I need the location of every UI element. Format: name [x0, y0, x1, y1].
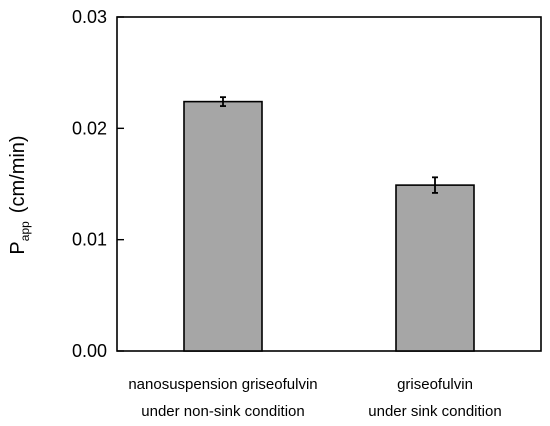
- y-tick-label-2: 0.02: [72, 118, 107, 138]
- category-label-1-line-1: under sink condition: [368, 403, 501, 420]
- y-axis-label: Papp (cm/min): [7, 135, 32, 254]
- plot-border: [116, 16, 542, 352]
- y-tick-label-0: 0.00: [72, 341, 107, 361]
- category-label-1-line-0: griseofulvin: [397, 376, 473, 393]
- bars: [183, 100, 475, 352]
- category-label-0-line-0: nanosuspension griseofulvin: [128, 376, 317, 393]
- bar-1: [395, 184, 475, 352]
- y-axis-label-subscript: app: [18, 221, 32, 241]
- category-label-0-line-1: under non-sink condition: [141, 403, 304, 420]
- y-axis-tick-labels: 0.00 0.01 0.02 0.03: [72, 7, 107, 361]
- error-bars: [220, 96, 438, 194]
- bar-0: [183, 100, 263, 352]
- y-axis-ticks: [117, 16, 124, 352]
- y-axis-label-symbol: P: [7, 241, 29, 254]
- y-axis-label-unit: (cm/min): [7, 135, 29, 213]
- x-axis-category-labels: nanosuspension griseofulvin under non-sin…: [128, 376, 501, 420]
- y-tick-label-3: 0.03: [72, 7, 107, 27]
- plot-area: [116, 16, 542, 352]
- y-tick-label-1: 0.01: [72, 230, 107, 250]
